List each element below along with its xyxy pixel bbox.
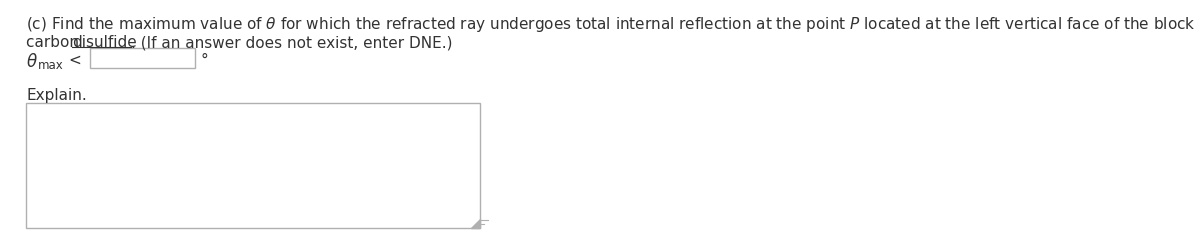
Text: Explain.: Explain. [26,88,86,103]
Text: $\theta$: $\theta$ [26,53,38,71]
Text: °: ° [200,53,208,68]
Text: (c) Find the maximum value of $\theta$ for which the refracted ray undergoes tot: (c) Find the maximum value of $\theta$ f… [26,15,1200,34]
Text: max: max [38,59,64,72]
Text: . (If an answer does not exist, enter DNE.): . (If an answer does not exist, enter DN… [131,35,452,50]
Bar [90,48,194,68]
Bar [26,103,480,228]
Text: <: < [68,53,80,68]
Polygon shape [470,219,480,228]
Text: carbon: carbon [26,35,84,50]
Text: disulfide: disulfide [72,35,137,50]
